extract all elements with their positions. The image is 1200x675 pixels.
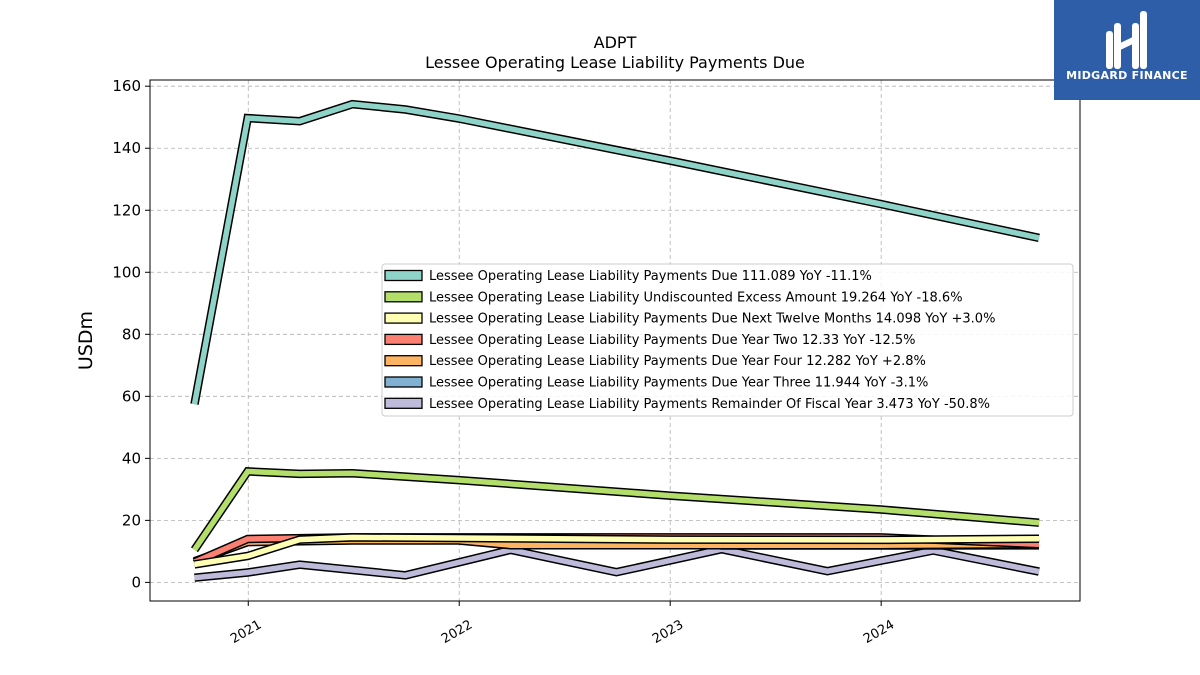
series-line-stroke [191, 101, 1040, 405]
legend-swatch [384, 312, 423, 324]
plot-frame [149, 79, 1081, 602]
series-line-2 [190, 467, 1040, 553]
legend-item: Lessee Operating Lease Liability Payment… [384, 376, 928, 391]
x-tick-label: 2023 [650, 617, 686, 647]
x-tick-label: 2021 [228, 617, 264, 647]
legend-swatch [384, 333, 423, 346]
legend-label: Lessee Operating Lease Liability Payment… [429, 269, 872, 284]
x-tick-label: 2022 [439, 617, 475, 647]
logo-text: MIDGARD FINANCE [1066, 69, 1188, 82]
midgard-finance-logo: MIDGARD FINANCE [1054, 0, 1200, 100]
legend-swatch [384, 376, 423, 388]
y-tick-label: 20 [122, 511, 141, 529]
y-tick-label: 160 [112, 77, 141, 95]
logo-mark-icon [1106, 11, 1147, 69]
series-line-stroke [192, 468, 1040, 552]
y-tick-label: 60 [122, 387, 141, 405]
legend-item: Lessee Operating Lease Liability Payment… [384, 333, 915, 348]
y-axis-label: USDm [75, 311, 97, 370]
chart-subtitle: Lessee Operating Lease Liability Payment… [425, 53, 805, 72]
series-line-1 [190, 99, 1040, 405]
y-tick-label: 100 [112, 263, 141, 281]
legend-label: Lessee Operating Lease Liability Payment… [429, 397, 990, 412]
legend-label: Lessee Operating Lease Liability Payment… [429, 376, 928, 391]
legend-label: Lessee Operating Lease Liability Payment… [429, 333, 915, 348]
series-line-7 [194, 544, 1040, 582]
legend-swatch [384, 269, 423, 282]
legend-label: Lessee Operating Lease Liability Undisco… [429, 290, 963, 305]
legend-item: Lessee Operating Lease Liability Payment… [384, 354, 926, 369]
legend-swatch [384, 397, 423, 409]
chart-title-block: ADPT Lessee Operating Lease Liability Pa… [150, 33, 1080, 73]
legend-label: Lessee Operating Lease Liability Payment… [429, 312, 995, 327]
y-tick-label: 120 [112, 201, 141, 219]
y-tick-label: 0 [131, 573, 141, 591]
y-tick-label: 40 [122, 449, 141, 467]
x-tick-label: 2024 [861, 617, 897, 647]
chart-title: ADPT [593, 33, 637, 52]
legend-item: Lessee Operating Lease Liability Payment… [384, 397, 990, 412]
legend-item: Lessee Operating Lease Liability Payment… [384, 312, 995, 327]
legend-item: Lessee Operating Lease Liability Payment… [384, 269, 872, 284]
legend-box [381, 263, 1074, 417]
series-line-3 [193, 533, 1040, 569]
legend-item: Lessee Operating Lease Liability Undisco… [384, 290, 963, 305]
legend-swatch [384, 291, 423, 303]
legend-swatch [384, 355, 423, 367]
series-line-stroke [194, 546, 1040, 581]
series-line-stroke [194, 534, 1040, 568]
y-tick-label: 140 [112, 139, 141, 157]
legend-label: Lessee Operating Lease Liability Payment… [429, 354, 926, 369]
y-tick-label: 80 [122, 325, 141, 343]
legend: Lessee Operating Lease Liability Payment… [381, 263, 1074, 417]
